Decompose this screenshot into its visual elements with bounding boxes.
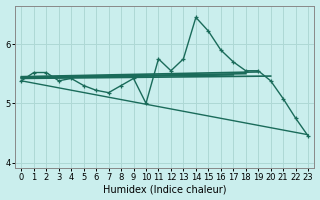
X-axis label: Humidex (Indice chaleur): Humidex (Indice chaleur) [103, 184, 227, 194]
